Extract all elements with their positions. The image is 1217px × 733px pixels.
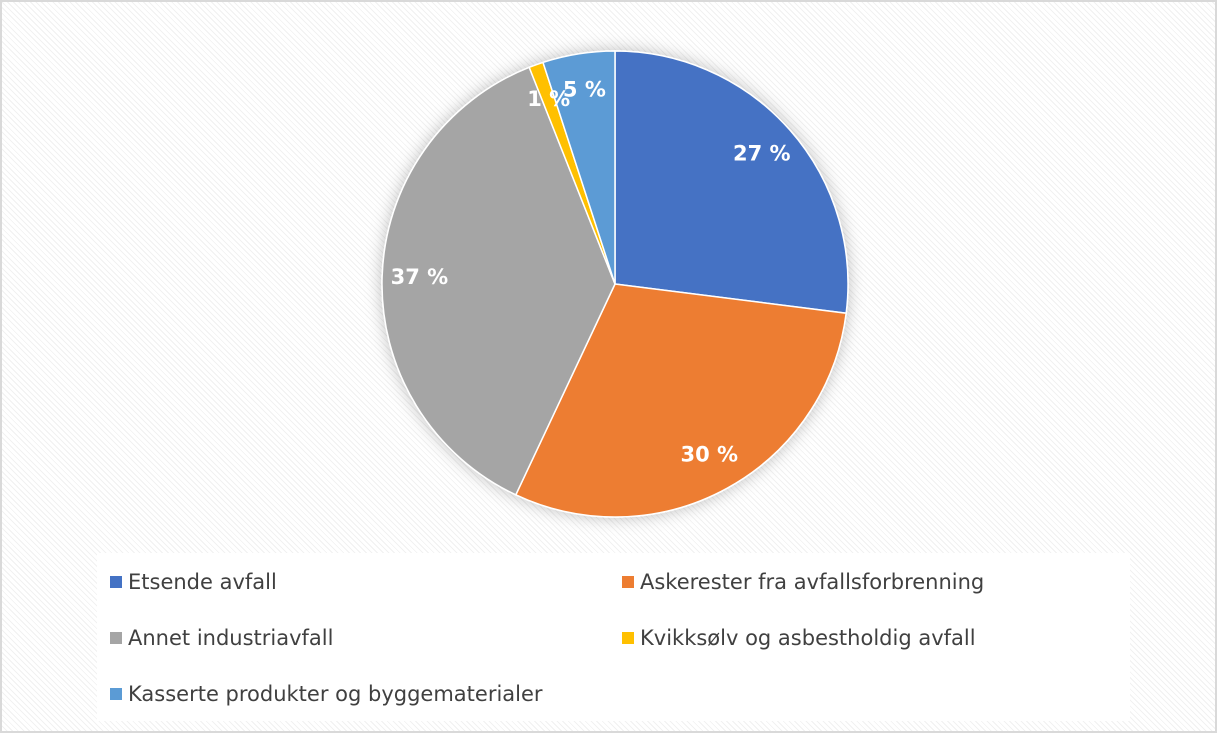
legend-label: Etsende avfall (128, 570, 277, 594)
pie (381, 50, 849, 518)
legend-swatch (622, 576, 634, 588)
pie-slice (614, 50, 849, 315)
legend-swatch (110, 576, 122, 588)
data-label: 37 % (391, 265, 449, 289)
legend-box (97, 553, 1130, 721)
data-label: 30 % (680, 443, 738, 467)
pie-slice (381, 66, 616, 496)
pie-slice (542, 50, 616, 285)
data-label: 27 % (733, 142, 791, 166)
pie-slice (514, 283, 848, 518)
legend-swatch (110, 632, 122, 644)
legend-swatch (110, 688, 122, 700)
legend-label: Askerester fra avfallsforbrenning (640, 570, 984, 594)
legend-label: Annet industriavfall (128, 626, 333, 650)
legend-swatch (622, 632, 634, 644)
data-label: 5 % (563, 78, 606, 102)
legend-label: Kasserte produkter og byggematerialer (128, 682, 543, 706)
legend-label: Kvikksølv og asbestholdig avfall (640, 626, 976, 650)
data-label: 1 % (527, 87, 570, 111)
